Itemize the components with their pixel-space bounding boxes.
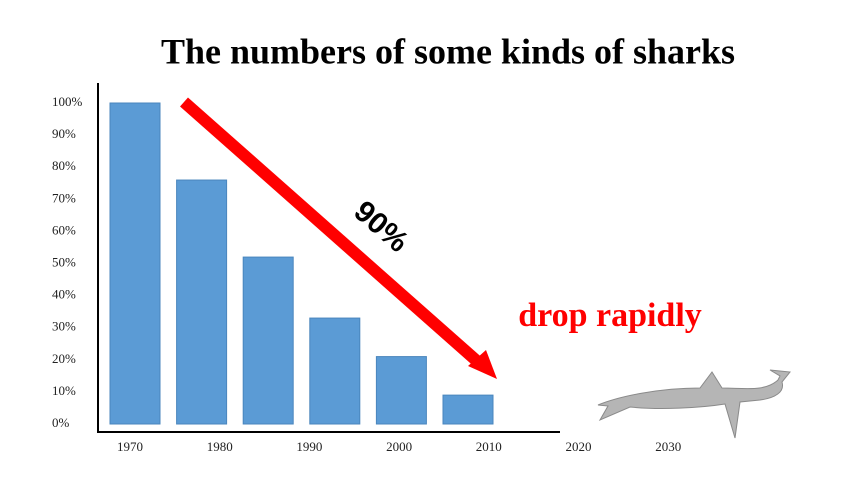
y-tick-label: 70%	[52, 190, 76, 205]
x-tick-label: 2000	[386, 439, 412, 454]
shark-image	[597, 369, 791, 439]
x-tick-label: 2030	[655, 439, 681, 454]
x-tick-label: 2020	[566, 439, 592, 454]
bar	[375, 356, 427, 425]
y-tick-label: 0%	[52, 415, 70, 430]
x-tick-label: 1970	[117, 439, 143, 454]
y-tick-label: 90%	[52, 126, 76, 141]
x-tick-label: 1990	[296, 439, 322, 454]
y-tick-label: 30%	[52, 319, 76, 334]
y-tick-label: 40%	[52, 287, 76, 302]
bar	[309, 317, 361, 425]
x-tick-label: 1980	[207, 439, 233, 454]
y-tick-label: 100%	[52, 94, 83, 109]
x-tick-label: 2010	[476, 439, 502, 454]
annotation: drop rapidly	[518, 297, 702, 334]
bar	[442, 394, 494, 425]
bar	[109, 102, 161, 425]
y-tick-label: 50%	[52, 254, 76, 269]
trend-arrow-head	[468, 350, 497, 379]
y-tick-label: 60%	[52, 222, 76, 237]
chart-title: The numbers of some kinds of sharks	[161, 31, 735, 71]
trend-arrow	[180, 97, 482, 367]
bar	[176, 179, 228, 425]
y-tick-label: 80%	[52, 158, 76, 173]
y-tick-label: 20%	[52, 351, 76, 366]
bar	[242, 256, 294, 425]
y-tick-label: 10%	[52, 383, 76, 398]
bars	[109, 102, 494, 425]
